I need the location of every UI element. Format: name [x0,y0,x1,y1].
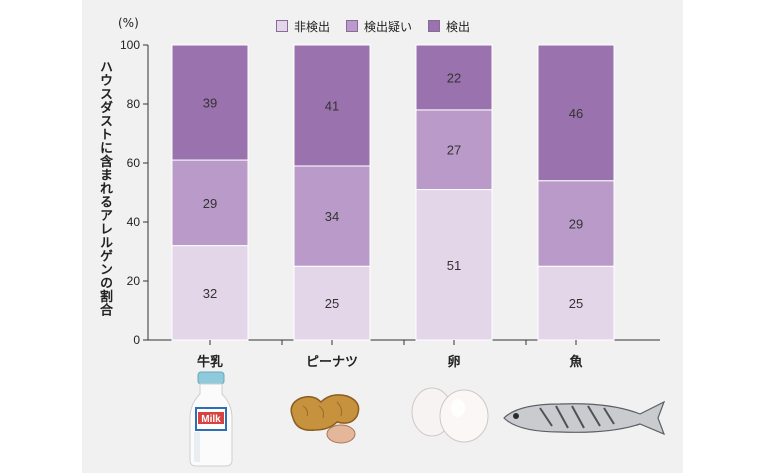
x-category-label: 卵 [447,354,460,370]
y-tick-label: 0 [133,333,140,347]
data-label: 51 [447,258,461,273]
data-label: 46 [569,106,583,121]
data-label: 27 [447,143,461,158]
bar-segment [171,44,249,161]
milk-bottle-icon: Milk [189,371,233,467]
bar-segment [537,44,615,182]
y-tick-label: 80 [127,97,141,111]
data-label: 29 [203,196,217,211]
data-label: 32 [203,286,217,301]
bar-segment [537,180,615,267]
data-label: 25 [325,296,339,311]
data-label: 34 [325,209,339,224]
y-tick-label: 60 [127,156,141,170]
legend-swatch [428,20,441,32]
bar-segment [171,159,249,247]
eggs-icon [411,387,489,443]
data-label: 39 [203,96,217,111]
milk-label: Milk [201,414,221,425]
legend-label: 検出 [446,19,471,34]
data-label: 22 [447,70,461,85]
bar-segment [293,44,371,167]
y-tick-label: 100 [120,38,140,52]
peanuts-icon [290,394,360,444]
bar-segment [415,44,493,111]
fish-icon [503,400,666,436]
y-tick-label: 40 [127,215,141,229]
data-label: 41 [325,98,339,113]
legend-item-detected: 検出 [428,18,470,35]
bar-segment [293,265,371,341]
data-label: 25 [569,296,583,311]
legend-item-suspected: 検出疑い [346,18,412,35]
legend-item-not-detected: 非検出 [276,18,330,35]
y-axis-label: ハウスダストに含まれるアレルゲンの割合 [97,60,112,317]
legend: 非検出 検出疑い 検出 [276,16,486,36]
bar-segment [537,265,615,341]
legend-label: 検出疑い [364,19,413,34]
bar-segment [293,165,371,267]
legend-label: 非検出 [294,19,331,34]
data-label: 29 [569,216,583,231]
x-category-label: ピーナツ [306,355,358,370]
y-tick-label: 20 [127,274,141,288]
legend-swatch [346,20,359,32]
bar-segment [415,109,493,191]
y-unit-label: (%) [118,16,139,30]
legend-swatch [276,20,288,32]
x-category-label: 魚 [569,354,582,370]
x-category-label: 牛乳 [197,354,223,370]
bar-segment [415,189,493,341]
bar-segment [171,245,249,341]
